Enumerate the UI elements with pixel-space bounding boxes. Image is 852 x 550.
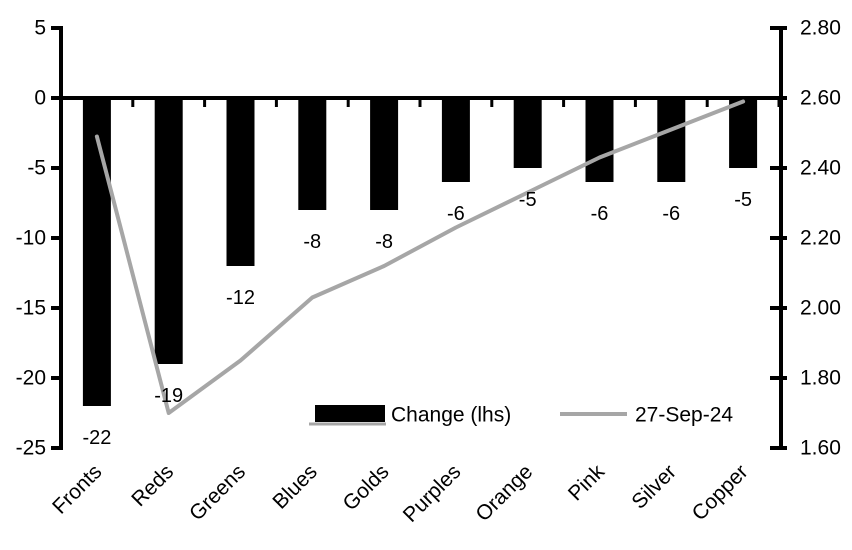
bar-reds [154,98,183,364]
bar-value-label: -5 [519,189,537,211]
bar-copper [729,98,758,168]
left-axis-tick-label: 5 [34,17,46,40]
category-label-silver: Silver [627,460,680,513]
category-label-fronts: Fronts [48,460,106,518]
left-axis-tick-label: -15 [16,297,46,320]
bar-value-label: -19 [154,385,183,407]
category-label-copper: Copper [688,460,753,525]
bar-greens [226,98,255,266]
left-axis-tick-label: -20 [16,367,46,390]
bar-fronts [82,98,111,406]
legend-label-change: Change (lhs) [391,404,511,427]
bar-value-label: -8 [303,231,321,253]
right-axis-tick-label: 2.40 [800,157,841,180]
category-label-golds: Golds [339,460,394,515]
left-axis-tick-label: -10 [16,227,46,250]
category-label-purples: Purples [399,460,466,527]
right-axis-tick-label: 2.80 [800,17,841,40]
bar-orange [513,98,542,168]
left-axis-tick-label: -25 [16,437,46,460]
category-label-reds: Reds [127,460,178,511]
right-axis-tick-label: 2.00 [800,297,841,320]
left-axis-tick-label: 0 [34,87,46,110]
right-axis-tick-label: 2.20 [800,227,841,250]
bar-value-label: -12 [226,287,255,309]
right-axis-tick-label: 1.60 [800,437,841,460]
bar-value-label: -22 [82,427,111,449]
bar-value-label: -6 [662,203,680,225]
left-axis-tick-label: -5 [27,157,46,180]
category-label-pink: Pink [564,460,610,506]
right-axis-tick-label: 2.60 [800,87,841,110]
bar-pink [585,98,614,182]
bar-value-label: -8 [375,231,393,253]
category-label-greens: Greens [185,460,250,525]
legend-bar-swatch [315,405,385,422]
right-axis-tick-label: 1.80 [800,367,841,390]
category-label-orange: Orange [471,460,537,526]
bar-value-label: -6 [591,203,609,225]
bar-value-label: -6 [447,203,465,225]
line-series [94,99,746,415]
bar-purples [441,98,470,182]
legend-label-date: 27-Sep-24 [635,404,733,427]
bar-value-label: -5 [734,189,752,211]
bar-golds [370,98,399,210]
category-label-blues: Blues [268,460,321,513]
bar-silver [657,98,686,182]
bar-blues [298,98,327,210]
